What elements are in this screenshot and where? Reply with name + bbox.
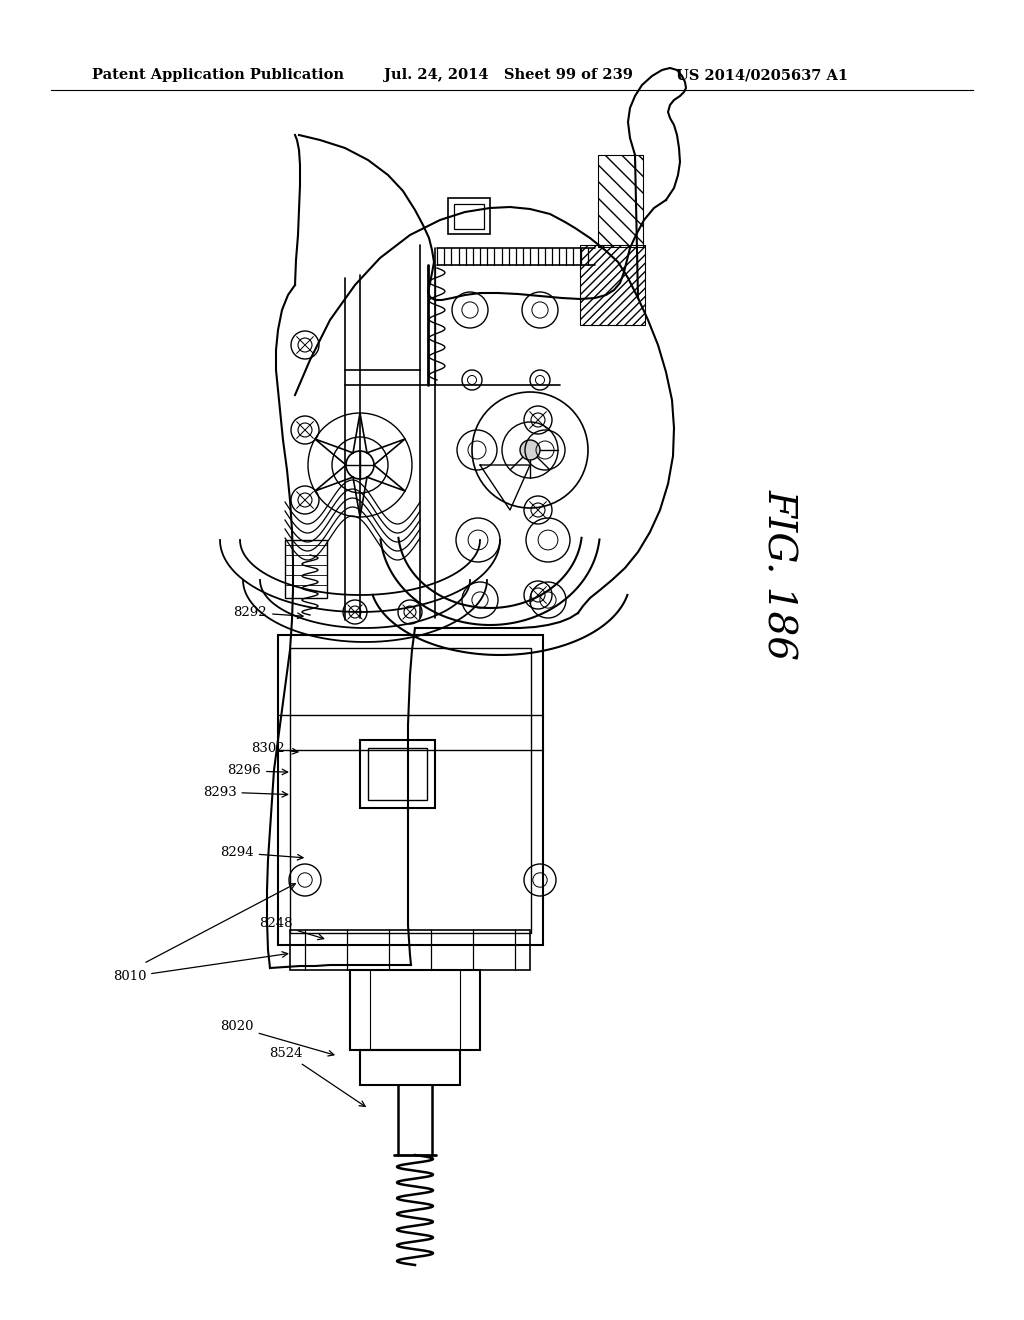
Bar (278, 635, 543, 945)
Text: 8248: 8248 (259, 917, 324, 940)
Bar (580, 246, 645, 325)
Bar (290, 648, 531, 933)
Text: 8020: 8020 (220, 1020, 334, 1056)
Bar (350, 970, 480, 1049)
Text: FIG. 186: FIG. 186 (760, 488, 797, 660)
Text: 8293: 8293 (203, 785, 288, 799)
Text: Patent Application Publication: Patent Application Publication (92, 69, 344, 82)
Text: 8294: 8294 (220, 846, 303, 861)
Text: 8524: 8524 (269, 1047, 366, 1106)
Bar (368, 748, 427, 800)
Circle shape (520, 440, 540, 459)
Bar (449, 198, 490, 234)
Bar (454, 205, 484, 228)
Bar (285, 540, 327, 598)
Text: 8292: 8292 (233, 606, 303, 619)
Bar (360, 741, 435, 808)
Bar (360, 1049, 460, 1085)
Text: 8296: 8296 (227, 764, 288, 777)
Text: 8010: 8010 (113, 952, 288, 983)
Bar (290, 931, 530, 970)
Text: US 2014/0205637 A1: US 2014/0205637 A1 (676, 69, 848, 82)
Text: 8302: 8302 (251, 742, 298, 755)
Text: Jul. 24, 2014   Sheet 99 of 239: Jul. 24, 2014 Sheet 99 of 239 (384, 69, 633, 82)
Bar (598, 154, 643, 247)
